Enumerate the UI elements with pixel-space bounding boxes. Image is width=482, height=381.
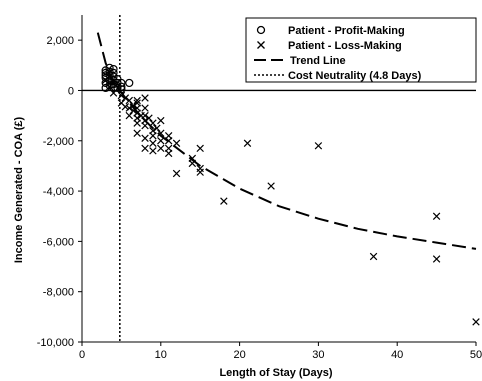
legend-label-cost-neutrality: Cost Neutrality (4.8 Days) bbox=[288, 70, 422, 82]
y-tick-label: -4,000 bbox=[43, 186, 74, 198]
loss-point bbox=[188, 159, 197, 168]
legend-x-marker bbox=[257, 41, 265, 49]
loss-point bbox=[105, 82, 114, 91]
legend-item-profit: Patient - Profit-Making bbox=[256, 25, 405, 37]
x-tick-label: 0 bbox=[79, 349, 85, 361]
x-tick-label: 10 bbox=[155, 349, 167, 361]
loss-point bbox=[109, 77, 118, 86]
y-axis-label: Income Generated - COA (£) bbox=[13, 117, 25, 264]
loss-point bbox=[164, 137, 173, 145]
loss-point bbox=[149, 139, 157, 148]
loss-point bbox=[133, 119, 141, 127]
legend-circle-marker bbox=[256, 25, 266, 35]
loss-point bbox=[172, 169, 181, 178]
loss-point bbox=[117, 91, 126, 100]
legend-item-loss: Patient - Loss-Making bbox=[257, 40, 402, 52]
y-tick-label: -6,000 bbox=[43, 236, 74, 248]
loss-point bbox=[141, 104, 149, 112]
loss-point bbox=[157, 116, 165, 125]
x-tick-label: 20 bbox=[233, 349, 245, 361]
loss-point bbox=[220, 197, 228, 205]
loss-point bbox=[101, 76, 110, 85]
loss-point bbox=[164, 149, 173, 158]
loss-point bbox=[157, 144, 165, 153]
loss-point bbox=[149, 132, 157, 140]
loss-point bbox=[133, 129, 141, 137]
legend-label-loss: Patient - Loss-Making bbox=[288, 40, 402, 52]
y-tick-label: -10,000 bbox=[37, 337, 74, 349]
loss-point bbox=[129, 106, 137, 115]
profit-point bbox=[113, 83, 122, 93]
loss-point bbox=[153, 124, 161, 132]
loss-point bbox=[141, 121, 149, 130]
loss-point bbox=[267, 182, 275, 190]
loss-point bbox=[125, 104, 134, 112]
loss-point bbox=[125, 96, 134, 105]
loss-point bbox=[121, 94, 130, 102]
legend-item-cost-neutrality: Cost Neutrality (4.8 Days) bbox=[254, 70, 422, 82]
y-tick-label: -2,000 bbox=[43, 136, 74, 148]
loss-point bbox=[369, 252, 378, 261]
x-axis-label: Length of Stay (Days) bbox=[219, 367, 332, 379]
y-tick-label: -8,000 bbox=[43, 287, 74, 299]
loss-point bbox=[141, 94, 149, 102]
loss-point bbox=[196, 144, 204, 153]
loss-point bbox=[157, 137, 165, 145]
profit-point bbox=[117, 85, 126, 94]
legend-label-trend: Trend Line bbox=[290, 55, 346, 67]
x-tick-label: 30 bbox=[312, 349, 324, 361]
legend-item-trend: Trend Line bbox=[254, 55, 346, 67]
profit-point bbox=[105, 63, 114, 72]
y-tick-label: 2,000 bbox=[46, 35, 74, 47]
plot-area: 2,000 0 -2,000 -4,000 -6,000 -8,000 -10,000 0 10… bbox=[37, 15, 482, 361]
loss-point bbox=[109, 89, 118, 97]
loss-point bbox=[145, 114, 153, 122]
profit-point bbox=[109, 68, 118, 77]
loss-point bbox=[125, 111, 134, 120]
loss-point bbox=[432, 212, 441, 220]
loss-point bbox=[149, 147, 157, 155]
loss-point bbox=[472, 318, 480, 326]
loss-point bbox=[314, 142, 323, 150]
loss-point bbox=[133, 96, 141, 105]
profit-point bbox=[125, 78, 134, 88]
loss-point bbox=[432, 255, 441, 263]
trend-line bbox=[96, 32, 477, 250]
x-tick-label: 40 bbox=[391, 349, 403, 361]
legend: Patient - Profit-Making Patient - Loss-M… bbox=[245, 17, 477, 83]
loss-point bbox=[149, 119, 157, 127]
x-tick-label: 50 bbox=[470, 349, 482, 361]
loss-point bbox=[172, 139, 181, 148]
legend-label-profit: Patient - Profit-Making bbox=[288, 25, 405, 37]
y-tick-label: 0 bbox=[68, 85, 74, 97]
profit-point bbox=[109, 64, 118, 74]
loss-point bbox=[141, 144, 149, 153]
loss-point bbox=[157, 129, 165, 137]
profit-point bbox=[117, 78, 126, 88]
loss-point bbox=[243, 139, 252, 148]
legend-box bbox=[245, 17, 477, 83]
loss-point bbox=[141, 134, 149, 142]
loss-point bbox=[196, 168, 204, 176]
profit-point bbox=[117, 82, 126, 91]
